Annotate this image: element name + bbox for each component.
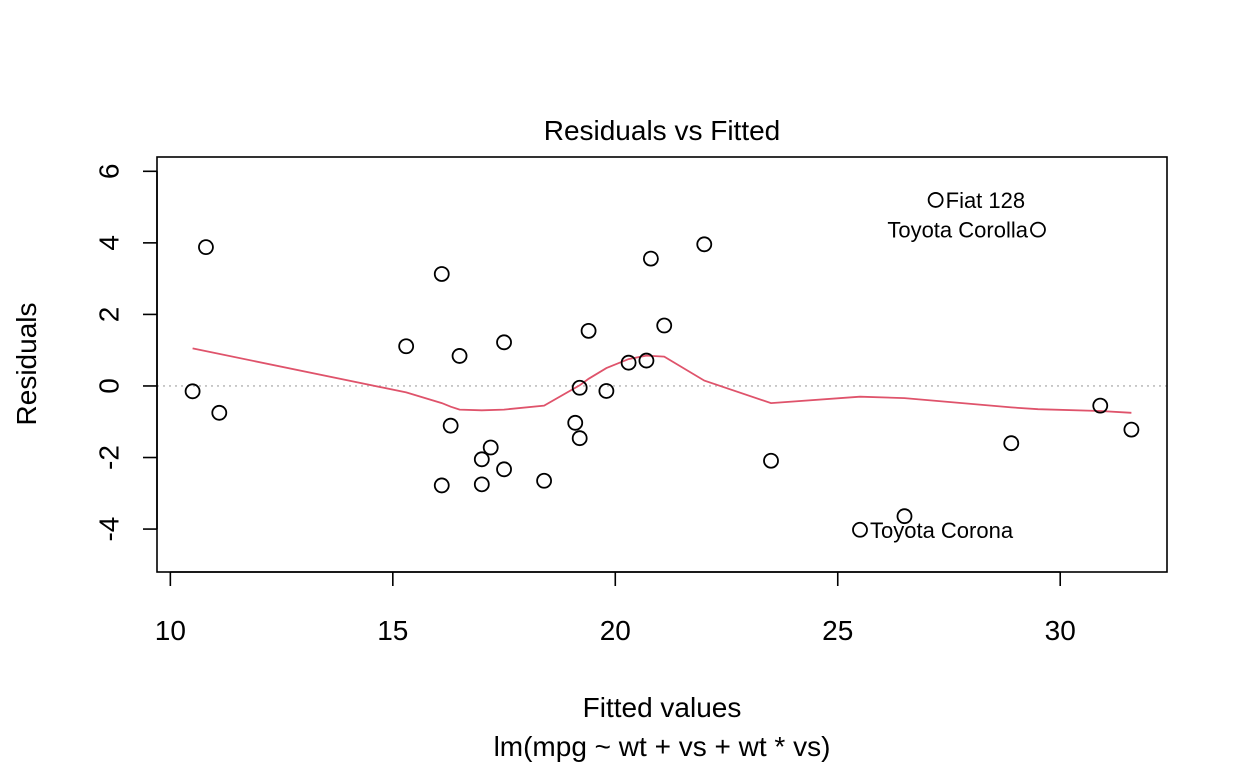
data-point <box>852 521 868 538</box>
x-tick-label: 25 <box>822 615 853 646</box>
data-point <box>496 334 512 351</box>
y-axis-label: Residuals <box>11 303 42 426</box>
data-point <box>398 338 415 355</box>
data-point <box>211 404 228 421</box>
x-tick-label: 15 <box>377 615 408 646</box>
data-point <box>536 472 552 489</box>
data-point <box>896 508 913 525</box>
smooth-line-layer <box>192 347 1132 414</box>
y-tick-label: 4 <box>94 235 125 251</box>
data-point <box>638 352 655 369</box>
data-point <box>620 354 637 371</box>
data-point <box>1003 435 1020 452</box>
x-axis-label: Fitted values <box>583 692 742 723</box>
point-label: Toyota Corolla <box>887 218 1028 243</box>
data-point <box>763 452 779 469</box>
data-point <box>567 414 584 431</box>
plot-frame <box>156 156 1168 573</box>
data-point <box>1030 221 1046 238</box>
y-tick-label: -4 <box>94 517 125 542</box>
y-tick-label: 0 <box>94 378 125 394</box>
data-point <box>656 317 673 334</box>
point-label: Fiat 128 <box>946 188 1025 213</box>
y-tick-label: -2 <box>94 445 125 470</box>
data-point <box>598 383 615 399</box>
data-point <box>433 477 450 494</box>
data-point <box>496 461 512 478</box>
data-point <box>571 430 588 447</box>
data-point <box>451 348 468 364</box>
data-point <box>696 236 713 253</box>
data-point <box>642 250 659 267</box>
point-labels-layer: Fiat 128 Toyota Corolla Toyota Corona <box>870 188 1029 543</box>
data-point <box>927 192 944 208</box>
data-point <box>198 239 214 256</box>
smooth-fit-line <box>192 347 1132 414</box>
data-point <box>473 476 490 493</box>
x-tick-label: 30 <box>1045 615 1076 646</box>
point-label: Toyota Corona <box>870 518 1014 543</box>
chart-title: Residuals vs Fitted <box>544 115 781 146</box>
data-point <box>1092 397 1109 414</box>
data-point <box>442 417 459 434</box>
data-point <box>433 266 450 282</box>
data-point <box>571 379 588 396</box>
x-tick-label: 10 <box>155 615 186 646</box>
y-tick-label: 6 <box>94 164 125 180</box>
data-point <box>473 451 490 468</box>
points-layer <box>184 192 1140 538</box>
x-tick-label: 20 <box>600 615 631 646</box>
data-point <box>580 322 597 339</box>
y-tick-label: 2 <box>94 307 125 323</box>
data-point <box>184 383 201 400</box>
x-axis-sublabel: lm(mpg ~ wt + vs + wt * vs) <box>494 731 831 762</box>
data-point <box>482 439 499 456</box>
data-point <box>1123 421 1140 438</box>
